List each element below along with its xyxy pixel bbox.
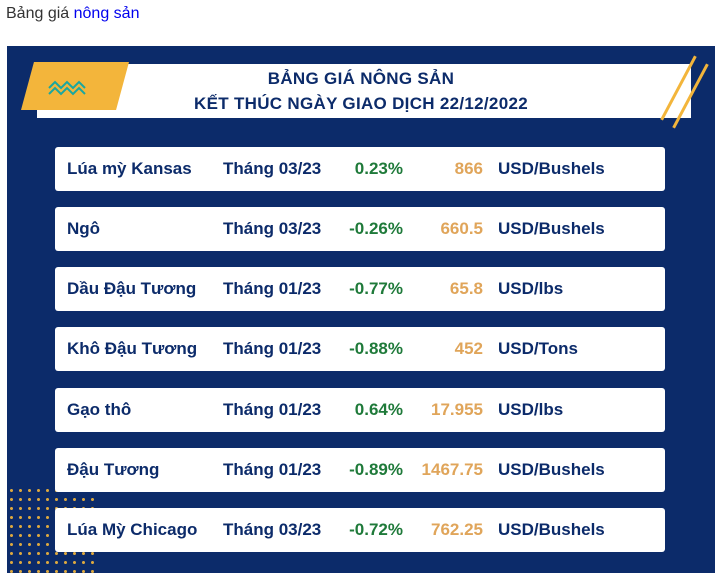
price-change: -0.88% [349, 339, 403, 358]
price-value: 866 [454, 159, 483, 178]
caption-link[interactable]: nông sản [73, 5, 140, 22]
price-change: -0.26% [349, 219, 403, 238]
commodity-name: Ngô [67, 219, 101, 238]
price-board-image: BẢNG GIÁ NÔNG SẢN KẾT THÚC NGÀY GIAO DỊC… [7, 46, 715, 573]
price-unit: USD/Tons [498, 339, 578, 358]
contract-month: Tháng 03/23 [223, 219, 322, 238]
price-change: -0.77% [349, 279, 403, 298]
contract-month: Tháng 01/23 [223, 279, 322, 298]
price-change: -0.89% [349, 460, 403, 479]
commodity-name: Gạo thô [67, 400, 132, 419]
contract-month: Tháng 03/23 [223, 159, 322, 178]
table-row: Đậu Tương Tháng 01/23 -0.89% 1467.75 USD… [55, 448, 665, 492]
price-unit: USD/Bushels [498, 159, 605, 178]
board-title: BẢNG GIÁ NÔNG SẢN [267, 69, 455, 88]
table-row: Dầu Đậu Tương Tháng 01/23 -0.77% 65.8 US… [55, 267, 665, 311]
price-unit: USD/Bushels [498, 219, 605, 238]
chevron-pattern-icon [48, 80, 86, 96]
commodity-name: Lúa mỳ Kansas [67, 159, 192, 178]
contract-month: Tháng 03/23 [223, 520, 322, 539]
price-value: 660.5 [440, 219, 483, 238]
table-row: Khô Đậu Tương Tháng 01/23 -0.88% 452 USD… [55, 327, 665, 371]
price-unit: USD/Bushels [498, 520, 605, 539]
page-caption: Bảng giá nông sản [6, 5, 139, 23]
price-unit: USD/lbs [498, 279, 564, 298]
price-change: 0.23% [354, 159, 403, 178]
commodity-name: Lúa Mỳ Chicago [67, 520, 198, 539]
price-value: 1467.75 [421, 460, 483, 479]
price-unit: USD/lbs [498, 400, 564, 419]
caption-text: Bảng giá [6, 5, 70, 22]
contract-month: Tháng 01/23 [223, 339, 322, 358]
price-value: 65.8 [449, 279, 483, 298]
contract-month: Tháng 01/23 [223, 460, 322, 479]
price-value: 17.955 [431, 400, 483, 419]
table-row: Lúa Mỳ Chicago Tháng 03/23 -0.72% 762.25… [55, 508, 665, 552]
contract-month: Tháng 01/23 [223, 400, 322, 419]
header-banner [37, 64, 691, 118]
table-row: Lúa mỳ Kansas Tháng 03/23 0.23% 866 USD/… [55, 147, 665, 191]
commodity-name: Dầu Đậu Tương [67, 279, 197, 298]
price-change: -0.72% [349, 520, 403, 539]
table-row: Ngô Tháng 03/23 -0.26% 660.5 USD/Bushels [55, 207, 665, 251]
price-change: 0.64% [354, 400, 403, 419]
board-subtitle: KẾT THÚC NGÀY GIAO DỊCH 22/12/2022 [194, 94, 528, 113]
price-unit: USD/Bushels [498, 460, 605, 479]
table-row: Gạo thô Tháng 01/23 0.64% 17.955 USD/lbs [55, 388, 665, 432]
commodity-name: Khô Đậu Tương [67, 339, 198, 358]
price-value: 452 [454, 339, 483, 358]
price-value: 762.25 [431, 520, 483, 539]
commodity-name: Đậu Tương [67, 460, 160, 479]
